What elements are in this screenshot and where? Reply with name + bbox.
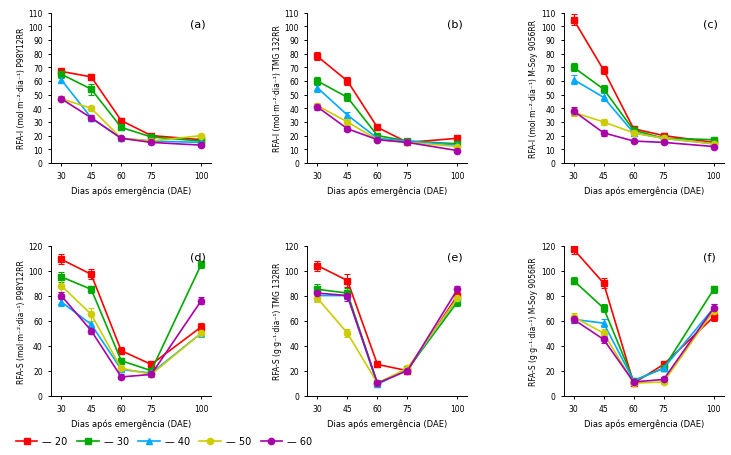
Text: (f): (f) bbox=[703, 252, 716, 262]
X-axis label: Dias após emergência (DAE): Dias após emergência (DAE) bbox=[327, 419, 447, 428]
X-axis label: Dias após emergência (DAE): Dias após emergência (DAE) bbox=[583, 419, 704, 428]
Text: (c): (c) bbox=[703, 20, 718, 30]
Y-axis label: RFA-I (mol·m⁻²·dia⁻¹) P98Y12RR: RFA-I (mol·m⁻²·dia⁻¹) P98Y12RR bbox=[17, 28, 26, 149]
X-axis label: Dias após emergência (DAE): Dias após emergência (DAE) bbox=[71, 187, 192, 196]
Text: (a): (a) bbox=[191, 20, 206, 30]
Y-axis label: RFA-S (g·g⁻¹·dia⁻¹) TMG 132RR: RFA-S (g·g⁻¹·dia⁻¹) TMG 132RR bbox=[273, 263, 281, 379]
X-axis label: Dias após emergência (DAE): Dias após emergência (DAE) bbox=[583, 187, 704, 196]
X-axis label: Dias após emergência (DAE): Dias após emergência (DAE) bbox=[71, 419, 192, 428]
Y-axis label: RFA-I (mol·m⁻²·dia⁻¹) M-Soy 9056RR: RFA-I (mol·m⁻²·dia⁻¹) M-Soy 9056RR bbox=[529, 20, 538, 157]
Text: (e): (e) bbox=[447, 252, 462, 262]
Y-axis label: RFA-S (g·g⁻¹·dia⁻¹) M-Soy 9056RR: RFA-S (g·g⁻¹·dia⁻¹) M-Soy 9056RR bbox=[529, 257, 538, 385]
Y-axis label: RFA-S (mol·m⁻²·dia⁻¹) P98Y12RR: RFA-S (mol·m⁻²·dia⁻¹) P98Y12RR bbox=[17, 259, 26, 383]
Y-axis label: RFA-I (mol·m⁻²·dia⁻¹) TMG 132RR: RFA-I (mol·m⁻²·dia⁻¹) TMG 132RR bbox=[273, 25, 281, 152]
Legend: — 20, — 30, — 40, — 50, — 60: — 20, — 30, — 40, — 50, — 60 bbox=[12, 432, 316, 450]
Text: (d): (d) bbox=[191, 252, 206, 262]
X-axis label: Dias após emergência (DAE): Dias após emergência (DAE) bbox=[327, 187, 447, 196]
Text: (b): (b) bbox=[447, 20, 463, 30]
